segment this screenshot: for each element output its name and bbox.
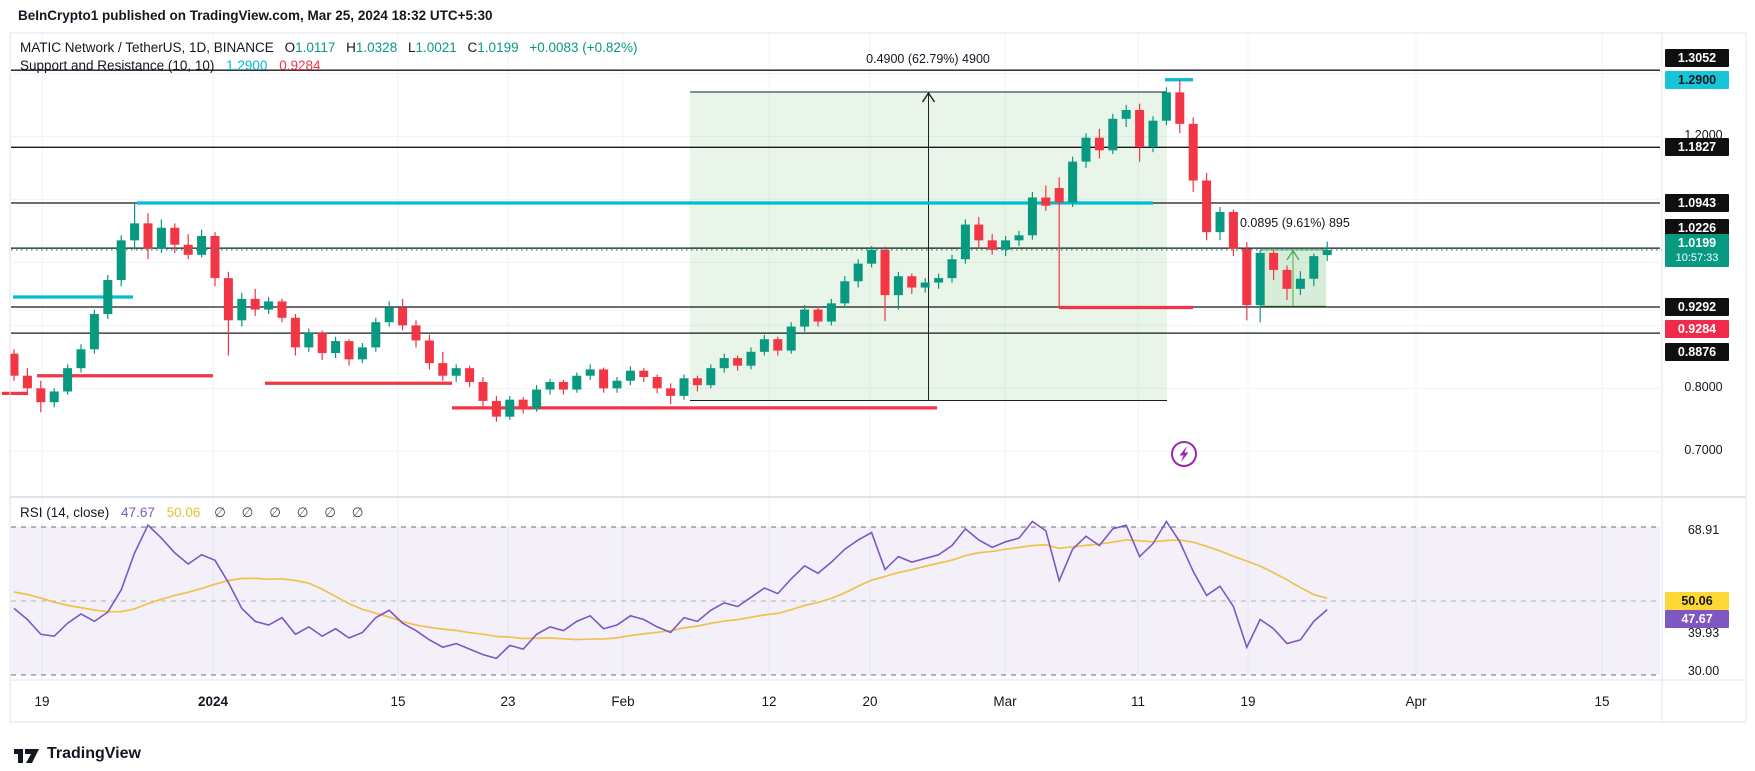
tradingview-logo[interactable]: TradingView — [14, 742, 141, 766]
time-axis-label[interactable]: Apr — [1405, 694, 1427, 709]
price-axis-tick: 0.7000 — [1684, 443, 1723, 458]
price-range-label-small[interactable]: 0.0895 (9.61%) 895 — [1240, 216, 1350, 230]
rsi-legend[interactable]: RSI (14, close) 47.67 50.06 ∅ ∅ ∅ ∅ ∅ ∅ — [20, 505, 369, 521]
rsi-axis-tick: 30.00 — [1687, 664, 1720, 678]
current-price-badge: 1.0199 10:57:33 — [1665, 233, 1729, 267]
ohlc-close-label: C — [467, 40, 478, 55]
price-level-badge: 1.1827 — [1665, 138, 1729, 157]
price-level-badge: 1.3052 — [1665, 49, 1729, 68]
range-arrow-icon — [1286, 249, 1300, 261]
rsi-axis-tick: 39.93 — [1687, 626, 1720, 640]
ohlc-close-value: 1.0199 — [477, 40, 519, 55]
price-level-badge: 0.9292 — [1665, 297, 1729, 316]
sr-support-value: 0.9284 — [279, 58, 321, 73]
time-axis-label[interactable]: Feb — [611, 694, 635, 709]
range-arrow-icon — [921, 91, 936, 103]
sr-resistance-value: 1.2900 — [226, 58, 268, 73]
support-resistance-legend[interactable]: Support and Resistance (10, 10) 1.2900 0… — [20, 58, 321, 73]
ohlc-high-label: H — [346, 40, 356, 55]
candlestick-series[interactable] — [9, 79, 1332, 422]
tradingview-logo-text: TradingView — [47, 745, 141, 762]
rsi-value: 47.67 — [121, 505, 155, 520]
rsi-value-badge: 47.67 — [1665, 610, 1729, 628]
rsi-line[interactable] — [13, 519, 1328, 660]
price-level-badge: 0.9284 — [1665, 320, 1729, 339]
ohlc-low-label: L — [407, 40, 416, 55]
price-level-badge: 1.0226 — [1665, 219, 1729, 238]
publish-attribution: BeInCrypto1 published on TradingView.com… — [18, 8, 493, 23]
price-level-badge: 0.8876 — [1665, 343, 1729, 362]
time-axis-label[interactable]: 11 — [1130, 694, 1145, 709]
tradingview-logo-icon — [14, 749, 39, 763]
time-axis-label[interactable]: 23 — [500, 694, 516, 709]
symbol-legend[interactable]: MATIC Network / TetherUS, 1D, BINANCE O1… — [20, 40, 637, 55]
time-axis-label[interactable]: 2024 — [197, 694, 229, 709]
bar-countdown: 10:57:33 — [1675, 251, 1719, 264]
rsi-ma-value: 50.06 — [166, 505, 201, 520]
rsi-indicator-title: RSI (14, close) — [20, 505, 110, 520]
time-axis-label[interactable]: 15 — [390, 694, 406, 709]
rsi-ma-line[interactable] — [13, 539, 1328, 641]
time-axis-label[interactable]: 15 — [1594, 694, 1610, 709]
time-axis-label[interactable]: 20 — [862, 694, 878, 709]
ohlc-open-value: 1.0117 — [295, 40, 336, 55]
rsi-axis-tick: 68.91 — [1687, 523, 1720, 537]
time-axis-label[interactable]: 19 — [1240, 694, 1256, 709]
price-level-badge: 1.2900 — [1665, 70, 1729, 89]
time-axis-label[interactable]: Mar — [993, 694, 1017, 709]
sr-indicator-title: Support and Resistance (10, 10) — [20, 58, 215, 73]
symbol-title: MATIC Network / TetherUS, 1D, BINANCE — [20, 40, 274, 55]
price-axis-tick: 0.8000 — [1684, 380, 1723, 395]
price-level-badge: 1.0943 — [1665, 194, 1729, 212]
change-value: +0.0083 (+0.82%) — [529, 40, 638, 55]
time-axis-label[interactable]: 12 — [761, 694, 777, 709]
ohlc-open-label: O — [284, 40, 296, 55]
ohlc-low-value: 1.0021 — [415, 40, 457, 55]
chart-frame — [9, 32, 1747, 723]
price-range-label-large[interactable]: 0.4900 (62.79%) 4900 — [866, 52, 990, 66]
ohlc-high-value: 1.0328 — [355, 40, 398, 55]
rsi-empty-values: ∅ ∅ ∅ ∅ ∅ ∅ — [214, 505, 370, 520]
flash-marker-icon[interactable] — [1171, 441, 1197, 467]
rsi-value-badge: 50.06 — [1665, 592, 1729, 610]
time-axis-label[interactable]: 19 — [34, 694, 50, 709]
